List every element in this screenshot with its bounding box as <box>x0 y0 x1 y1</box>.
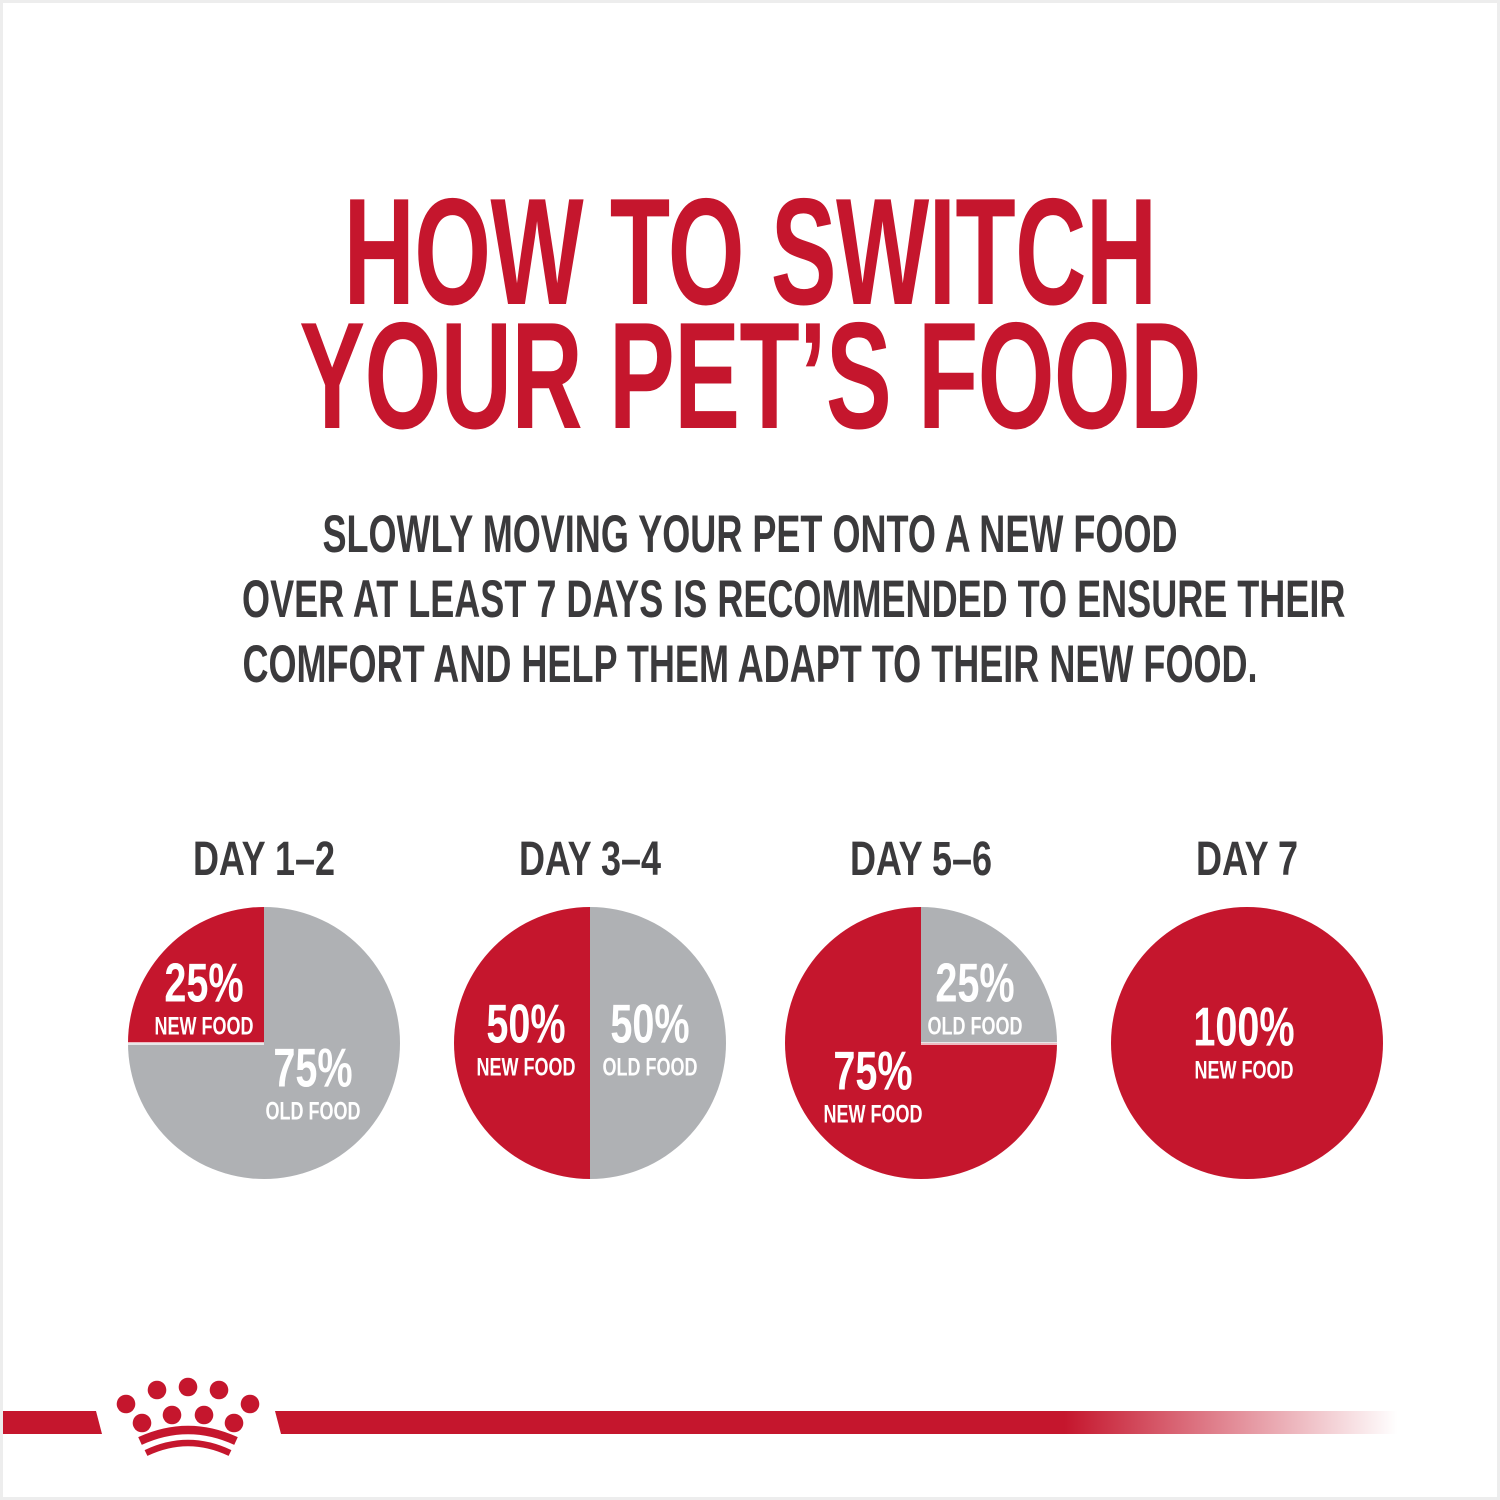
intro-line2: OVER AT LEAST 7 DAYS IS RECOMMENDED TO E… <box>242 570 1346 629</box>
old-food-slice-label: 50% OLD FOOD <box>602 992 698 1082</box>
slice-name: NEW FOOD <box>823 1100 923 1129</box>
slice-divider <box>921 1041 1057 1045</box>
slice-name: OLD FOOD <box>927 1012 1023 1041</box>
day-1-2-heading: DAY 1–2 <box>192 833 336 886</box>
day-7-column: DAY 7 100% NEW FOOD <box>1111 836 1383 1179</box>
day-1-2-column: DAY 1–2 25% NEW FOOD 75% OLD FOOD <box>128 836 400 1179</box>
day-3-4-heading: DAY 3–4 <box>518 833 662 886</box>
page-title: HOW TO SWITCH YOUR PET’S FOOD <box>264 167 1235 461</box>
slice-percent: 50% <box>486 992 566 1055</box>
day-5-6-column: DAY 5–6 25% OLD FOOD 75% NEW FOOD <box>785 836 1057 1179</box>
slice-name: NEW FOOD <box>154 1012 254 1041</box>
slice-percent: 25% <box>164 951 244 1014</box>
day-5-6-heading: DAY 5–6 <box>849 833 993 886</box>
slice-percent: 100% <box>1193 995 1295 1058</box>
new-food-slice-label: 50% NEW FOOD <box>476 992 576 1082</box>
royal-canin-crown-icon <box>116 1377 260 1456</box>
slice-percent: 50% <box>610 992 690 1055</box>
old-food-slice-label: 75% OLD FOOD <box>265 1036 361 1126</box>
page-title-line1: HOW TO SWITCH <box>343 167 1158 337</box>
slice-name: OLD FOOD <box>265 1097 361 1126</box>
pie-chart-day-7: 100% NEW FOOD <box>1111 907 1383 1179</box>
old-food-slice-label: 25% OLD FOOD <box>927 951 1023 1041</box>
pie-chart-day-5-6: 25% OLD FOOD 75% NEW FOOD <box>785 907 1057 1179</box>
intro-line1: SLOWLY MOVING YOUR PET ONTO A NEW FOOD <box>322 505 1178 564</box>
day-3-4-column: DAY 3–4 50% NEW FOOD 50% OLD FOOD <box>454 836 726 1179</box>
pie-chart-day-3-4: 50% NEW FOOD 50% OLD FOOD <box>454 907 726 1179</box>
slice-name: NEW FOOD <box>476 1053 576 1082</box>
slice-name: NEW FOOD <box>1194 1056 1294 1085</box>
footer-red-band-left <box>3 1411 102 1434</box>
slice-percent: 75% <box>833 1039 914 1102</box>
slice-percent: 75% <box>273 1036 353 1099</box>
intro-text: SLOWLY MOVING YOUR PET ONTO A NEW FOOD O… <box>242 502 1346 697</box>
footer-red-band-right <box>275 1411 1403 1434</box>
day-7-heading: DAY 7 <box>1195 833 1299 886</box>
slice-percent: 25% <box>935 951 1016 1014</box>
new-food-slice-label: 100% NEW FOOD <box>1193 995 1295 1085</box>
intro-line3: COMFORT AND HELP THEM ADAPT TO THEIR NEW… <box>242 635 1258 694</box>
slice-name: OLD FOOD <box>602 1053 698 1082</box>
pie-chart-day-1-2: 25% NEW FOOD 75% OLD FOOD <box>128 907 400 1179</box>
new-food-slice-label: 25% NEW FOOD <box>154 951 254 1041</box>
new-food-slice-label: 75% NEW FOOD <box>823 1039 923 1129</box>
page-title-line2: YOUR PET’S FOOD <box>299 291 1201 461</box>
slice-divider <box>128 1041 264 1045</box>
